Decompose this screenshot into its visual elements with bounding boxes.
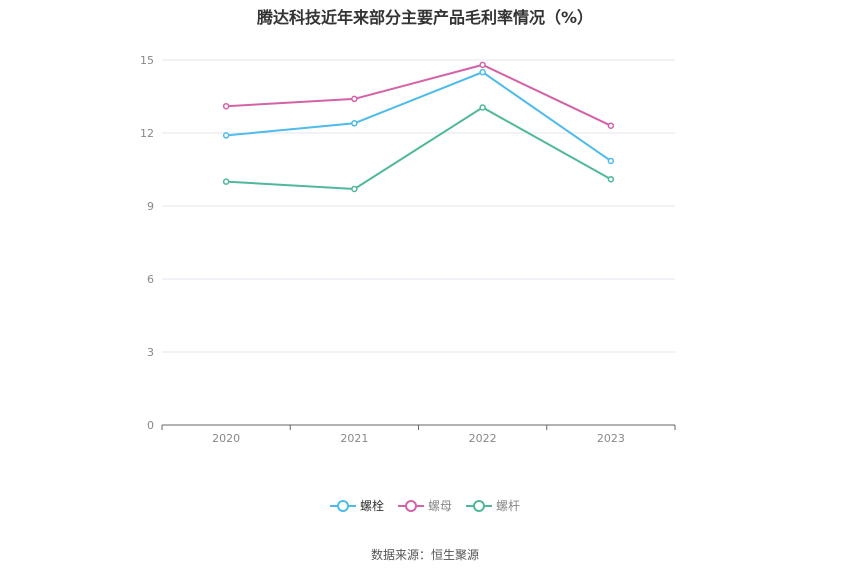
legend-item-2[interactable]: 螺母	[397, 497, 452, 514]
y-tick-label: 6	[147, 273, 154, 286]
legend-label: 螺栓	[359, 499, 384, 513]
legend-label: 螺母	[427, 499, 452, 513]
x-tick-label: 2021	[340, 432, 368, 445]
legend-item-1[interactable]: 螺栓	[329, 497, 384, 514]
series-line	[226, 71, 612, 162]
data-point[interactable]	[222, 102, 230, 110]
legend: 螺栓 螺母 螺杆	[0, 497, 850, 514]
data-point[interactable]	[607, 175, 615, 183]
legend-marker-icon	[466, 499, 492, 512]
series-line	[226, 106, 612, 190]
y-tick-label: 12	[140, 127, 154, 140]
chart-title: 腾达科技近年来部分主要产品毛利率情况（%）	[256, 8, 594, 27]
data-point[interactable]	[607, 157, 615, 165]
data-point[interactable]	[479, 61, 486, 69]
x-tick-label: 2020	[212, 432, 240, 445]
data-point[interactable]	[222, 132, 230, 139]
y-tick-label: 0	[147, 419, 154, 432]
grid-lines	[162, 59, 675, 353]
axes: 0 3 6 9 12 15 2020 2021 2022 2023	[140, 54, 676, 445]
data-point[interactable]	[479, 104, 486, 111]
data-point[interactable]	[222, 178, 230, 185]
y-tick-label: 9	[147, 200, 154, 213]
series-2	[222, 61, 615, 129]
data-point[interactable]	[479, 68, 486, 76]
legend-item-3[interactable]: 螺杆	[466, 497, 520, 514]
y-tick-label: 3	[147, 346, 154, 359]
series-line	[226, 63, 612, 127]
legend-marker-icon	[397, 499, 424, 512]
data-point[interactable]	[607, 122, 615, 129]
legend-marker-icon	[329, 499, 356, 512]
series-3	[222, 104, 615, 193]
y-tick-label: 15	[140, 54, 154, 67]
source-note: 数据来源：恒生聚源	[370, 548, 479, 562]
x-tick-label: 2023	[597, 432, 625, 445]
data-point[interactable]	[351, 95, 358, 103]
x-tick-label: 2022	[469, 432, 497, 445]
legend-label: 螺杆	[496, 499, 521, 513]
series-layer	[222, 61, 615, 193]
data-point[interactable]	[351, 185, 358, 193]
series-1	[222, 68, 615, 165]
data-point[interactable]	[351, 120, 358, 127]
